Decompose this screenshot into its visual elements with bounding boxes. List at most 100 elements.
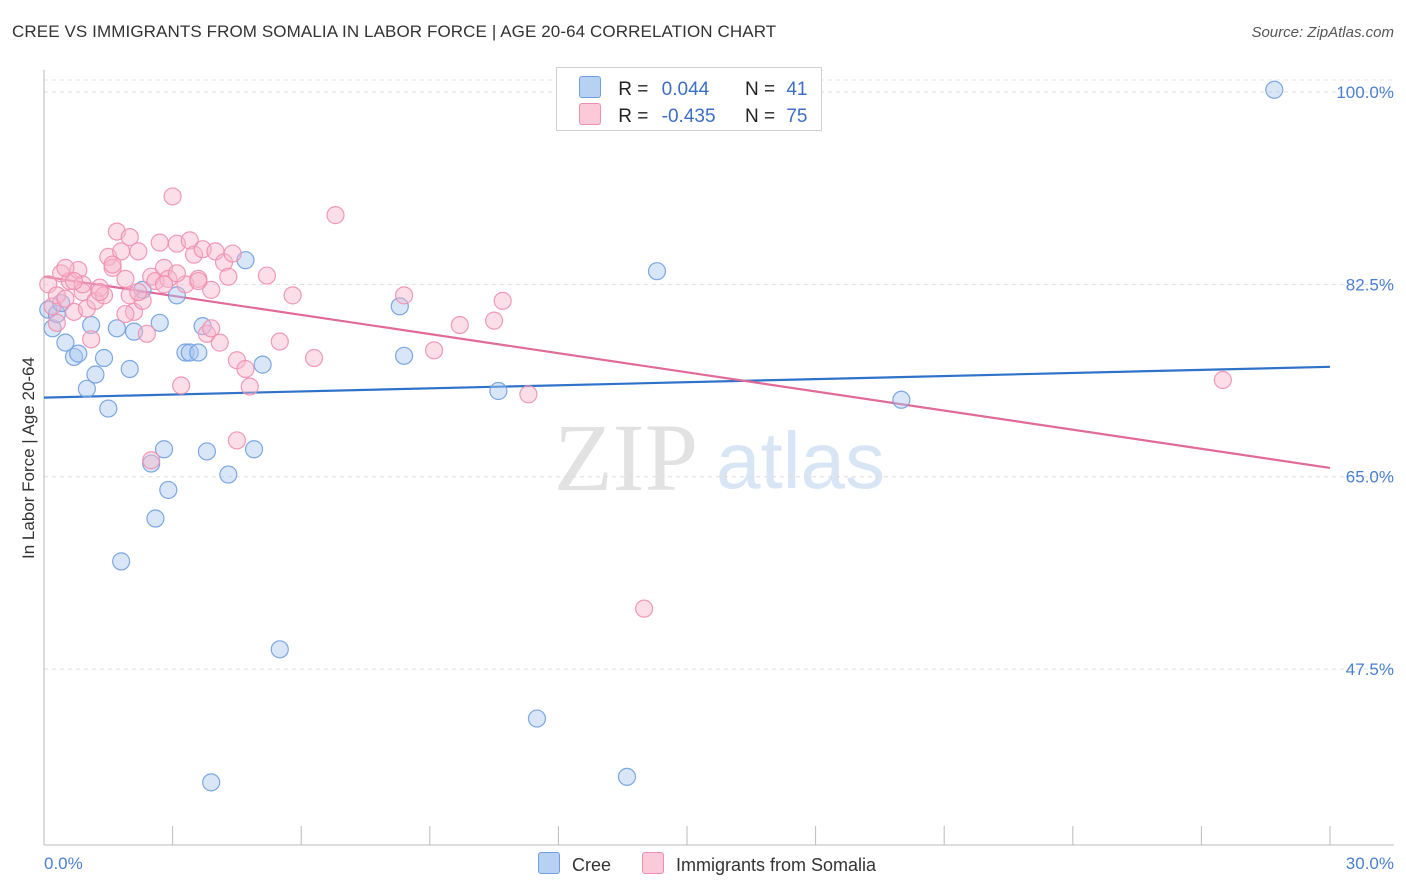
source-credit: Source: ZipAtlas.com xyxy=(1251,24,1394,41)
axes xyxy=(43,70,1394,846)
point-cree xyxy=(69,344,88,363)
point-somalia xyxy=(142,451,161,470)
legend-r-value: -0.435 xyxy=(661,106,716,127)
x-tick-label: 0.0% xyxy=(44,854,83,873)
point-cree xyxy=(219,465,238,484)
point-cree xyxy=(394,346,414,365)
point-somalia xyxy=(283,286,302,305)
point-cree xyxy=(176,343,195,362)
point-cree xyxy=(527,709,547,728)
point-cree xyxy=(120,359,139,379)
point-somalia xyxy=(56,258,75,277)
legend-r-value: 0.044 xyxy=(661,79,710,100)
point-cree xyxy=(107,319,126,338)
point-cree xyxy=(197,442,216,461)
series-legend-somalia: Immigrants from Somalia xyxy=(642,852,876,876)
point-somalia xyxy=(202,280,221,299)
chart-title: CREE VS IMMIGRANTS FROM SOMALIA IN LABOR… xyxy=(12,22,777,41)
point-somalia xyxy=(326,206,345,225)
point-somalia xyxy=(154,275,174,294)
point-cree xyxy=(146,509,165,528)
y-axis-label: In Labor Force | Age 20-64 xyxy=(19,357,38,559)
point-somalia xyxy=(450,315,469,335)
watermark-atlas: atlas xyxy=(716,416,885,505)
x-tick-labels: 0.0% 30.0% xyxy=(44,854,1394,873)
point-cree xyxy=(154,440,174,459)
legend-swatch-cree xyxy=(579,76,601,98)
point-somalia xyxy=(103,255,122,274)
point-cree xyxy=(99,399,118,418)
point-somalia xyxy=(304,348,324,368)
y-tick-label: 100.0% xyxy=(1336,83,1394,102)
point-somalia xyxy=(635,599,654,618)
watermark: ZIP atlas xyxy=(554,404,885,511)
trend-line-somalia xyxy=(43,275,1331,470)
y-tick-label: 47.5% xyxy=(1346,660,1394,679)
point-somalia xyxy=(82,330,101,349)
series-swatch-cree xyxy=(538,852,560,874)
point-somalia xyxy=(424,341,444,360)
point-somalia xyxy=(129,282,148,302)
point-cree xyxy=(617,767,637,786)
point-somalia xyxy=(223,244,242,263)
legend-n-value: 75 xyxy=(786,106,808,127)
point-cree xyxy=(647,262,667,281)
watermark-zip: ZIP xyxy=(554,404,698,511)
point-somalia xyxy=(133,291,152,310)
point-somalia xyxy=(180,231,199,250)
point-somalia xyxy=(493,291,512,310)
series-label-cree: Cree xyxy=(572,855,612,875)
point-cree xyxy=(253,355,272,374)
point-cree xyxy=(1265,80,1284,99)
point-cree xyxy=(56,333,75,352)
trend-line-cree xyxy=(43,365,1331,399)
point-somalia xyxy=(56,289,75,308)
point-somalia xyxy=(236,359,255,379)
legend-n-value: 41 xyxy=(786,79,808,100)
y-tick-label: 82.5% xyxy=(1346,275,1394,294)
point-cree xyxy=(892,390,911,409)
point-somalia xyxy=(129,242,148,261)
point-cree xyxy=(390,297,409,316)
point-somalia xyxy=(227,431,246,450)
point-somalia xyxy=(485,311,504,330)
point-somalia xyxy=(120,227,139,247)
y-tick-labels: 47.5% 65.0% 82.5% 100.0% xyxy=(1336,83,1394,679)
point-somalia xyxy=(150,233,169,252)
point-cree xyxy=(112,552,131,571)
point-somalia xyxy=(189,271,208,291)
point-somalia xyxy=(270,332,289,351)
point-somalia xyxy=(163,187,182,206)
point-somalia xyxy=(202,319,221,338)
legend-swatch-somalia xyxy=(579,103,601,125)
legend-row-cree: R = 0.044 N = 41 xyxy=(579,76,807,102)
point-cree xyxy=(159,480,178,500)
point-somalia xyxy=(219,267,238,286)
series-swatch-somalia xyxy=(642,852,664,874)
point-somalia xyxy=(47,313,66,332)
point-cree xyxy=(489,381,508,401)
legend-n-label: N = xyxy=(744,79,781,100)
point-somalia xyxy=(137,324,156,343)
legend-row-somalia: R = -0.435 N = 75 xyxy=(579,103,807,129)
point-cree xyxy=(189,343,208,362)
point-somalia xyxy=(519,385,538,404)
point-somalia xyxy=(394,286,414,305)
correlation-legend: R = 0.044 N = 41 R = -0.435 N = 75 xyxy=(556,67,822,131)
point-cree xyxy=(77,379,96,398)
series-legend-cree: Cree xyxy=(538,852,611,876)
legend-r-label: R = xyxy=(618,79,654,100)
y-tick-label: 65.0% xyxy=(1346,468,1394,487)
point-somalia xyxy=(210,333,229,352)
trend-lines xyxy=(43,275,1331,470)
point-somalia xyxy=(1213,370,1232,390)
series-legend: Cree Immigrants from Somalia xyxy=(0,852,1406,878)
point-cree xyxy=(94,348,114,368)
x-tick-label: 30.0% xyxy=(1346,854,1394,873)
point-somalia xyxy=(90,282,109,302)
data-points xyxy=(39,80,1284,792)
point-somalia xyxy=(240,377,259,396)
series-label-somalia: Immigrants from Somalia xyxy=(676,855,877,875)
point-cree xyxy=(202,773,221,792)
